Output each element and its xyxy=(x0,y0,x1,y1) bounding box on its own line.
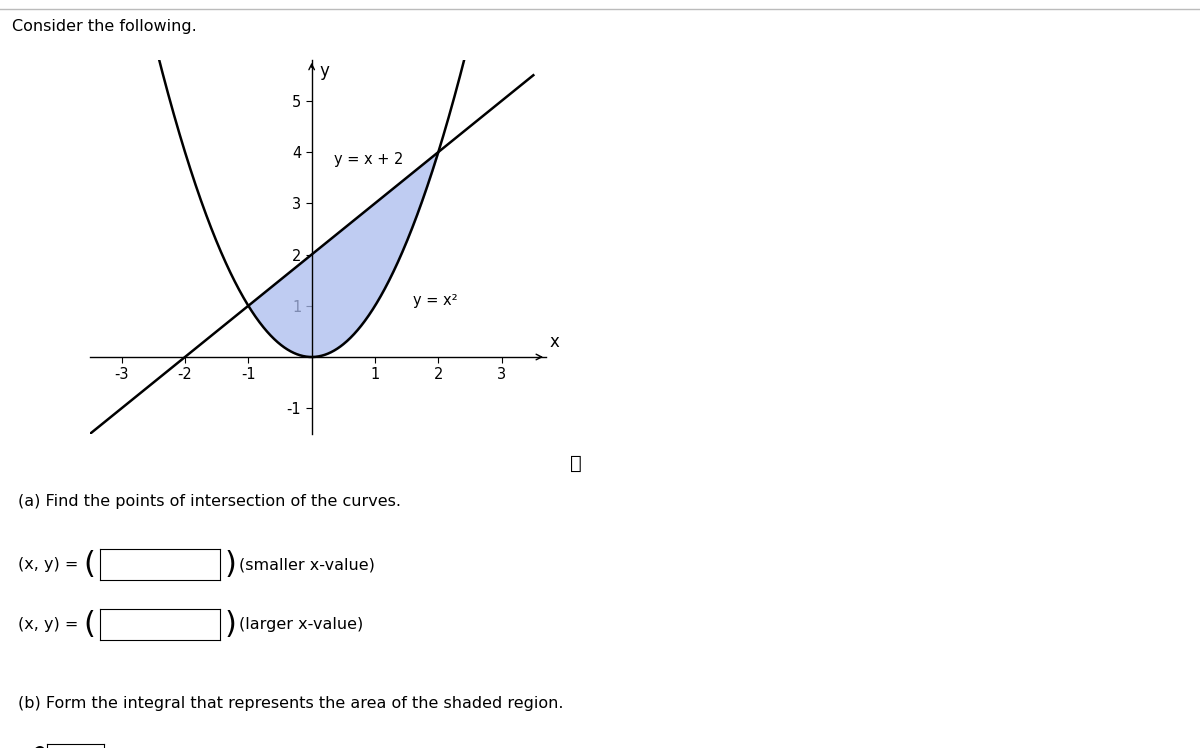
Text: (: ( xyxy=(83,610,95,639)
Text: y: y xyxy=(319,62,329,80)
Text: (: ( xyxy=(83,551,95,579)
Text: ): ) xyxy=(224,551,236,579)
Text: (a) Find the points of intersection of the curves.: (a) Find the points of intersection of t… xyxy=(18,494,401,509)
Text: ): ) xyxy=(224,610,236,639)
Text: ⓘ: ⓘ xyxy=(570,454,582,473)
Text: y = x + 2: y = x + 2 xyxy=(334,153,403,168)
Text: (b) Form the integral that represents the area of the shaded region.: (b) Form the integral that represents th… xyxy=(18,696,564,711)
Text: y = x²: y = x² xyxy=(413,293,457,308)
Text: $\int$: $\int$ xyxy=(18,744,47,748)
Text: (x, y) =: (x, y) = xyxy=(18,557,78,572)
Text: (larger x-value): (larger x-value) xyxy=(239,617,364,632)
Text: x: x xyxy=(550,333,559,351)
Text: Consider the following.: Consider the following. xyxy=(12,19,197,34)
Text: (x, y) =: (x, y) = xyxy=(18,617,78,632)
Text: (smaller x-value): (smaller x-value) xyxy=(239,557,374,572)
